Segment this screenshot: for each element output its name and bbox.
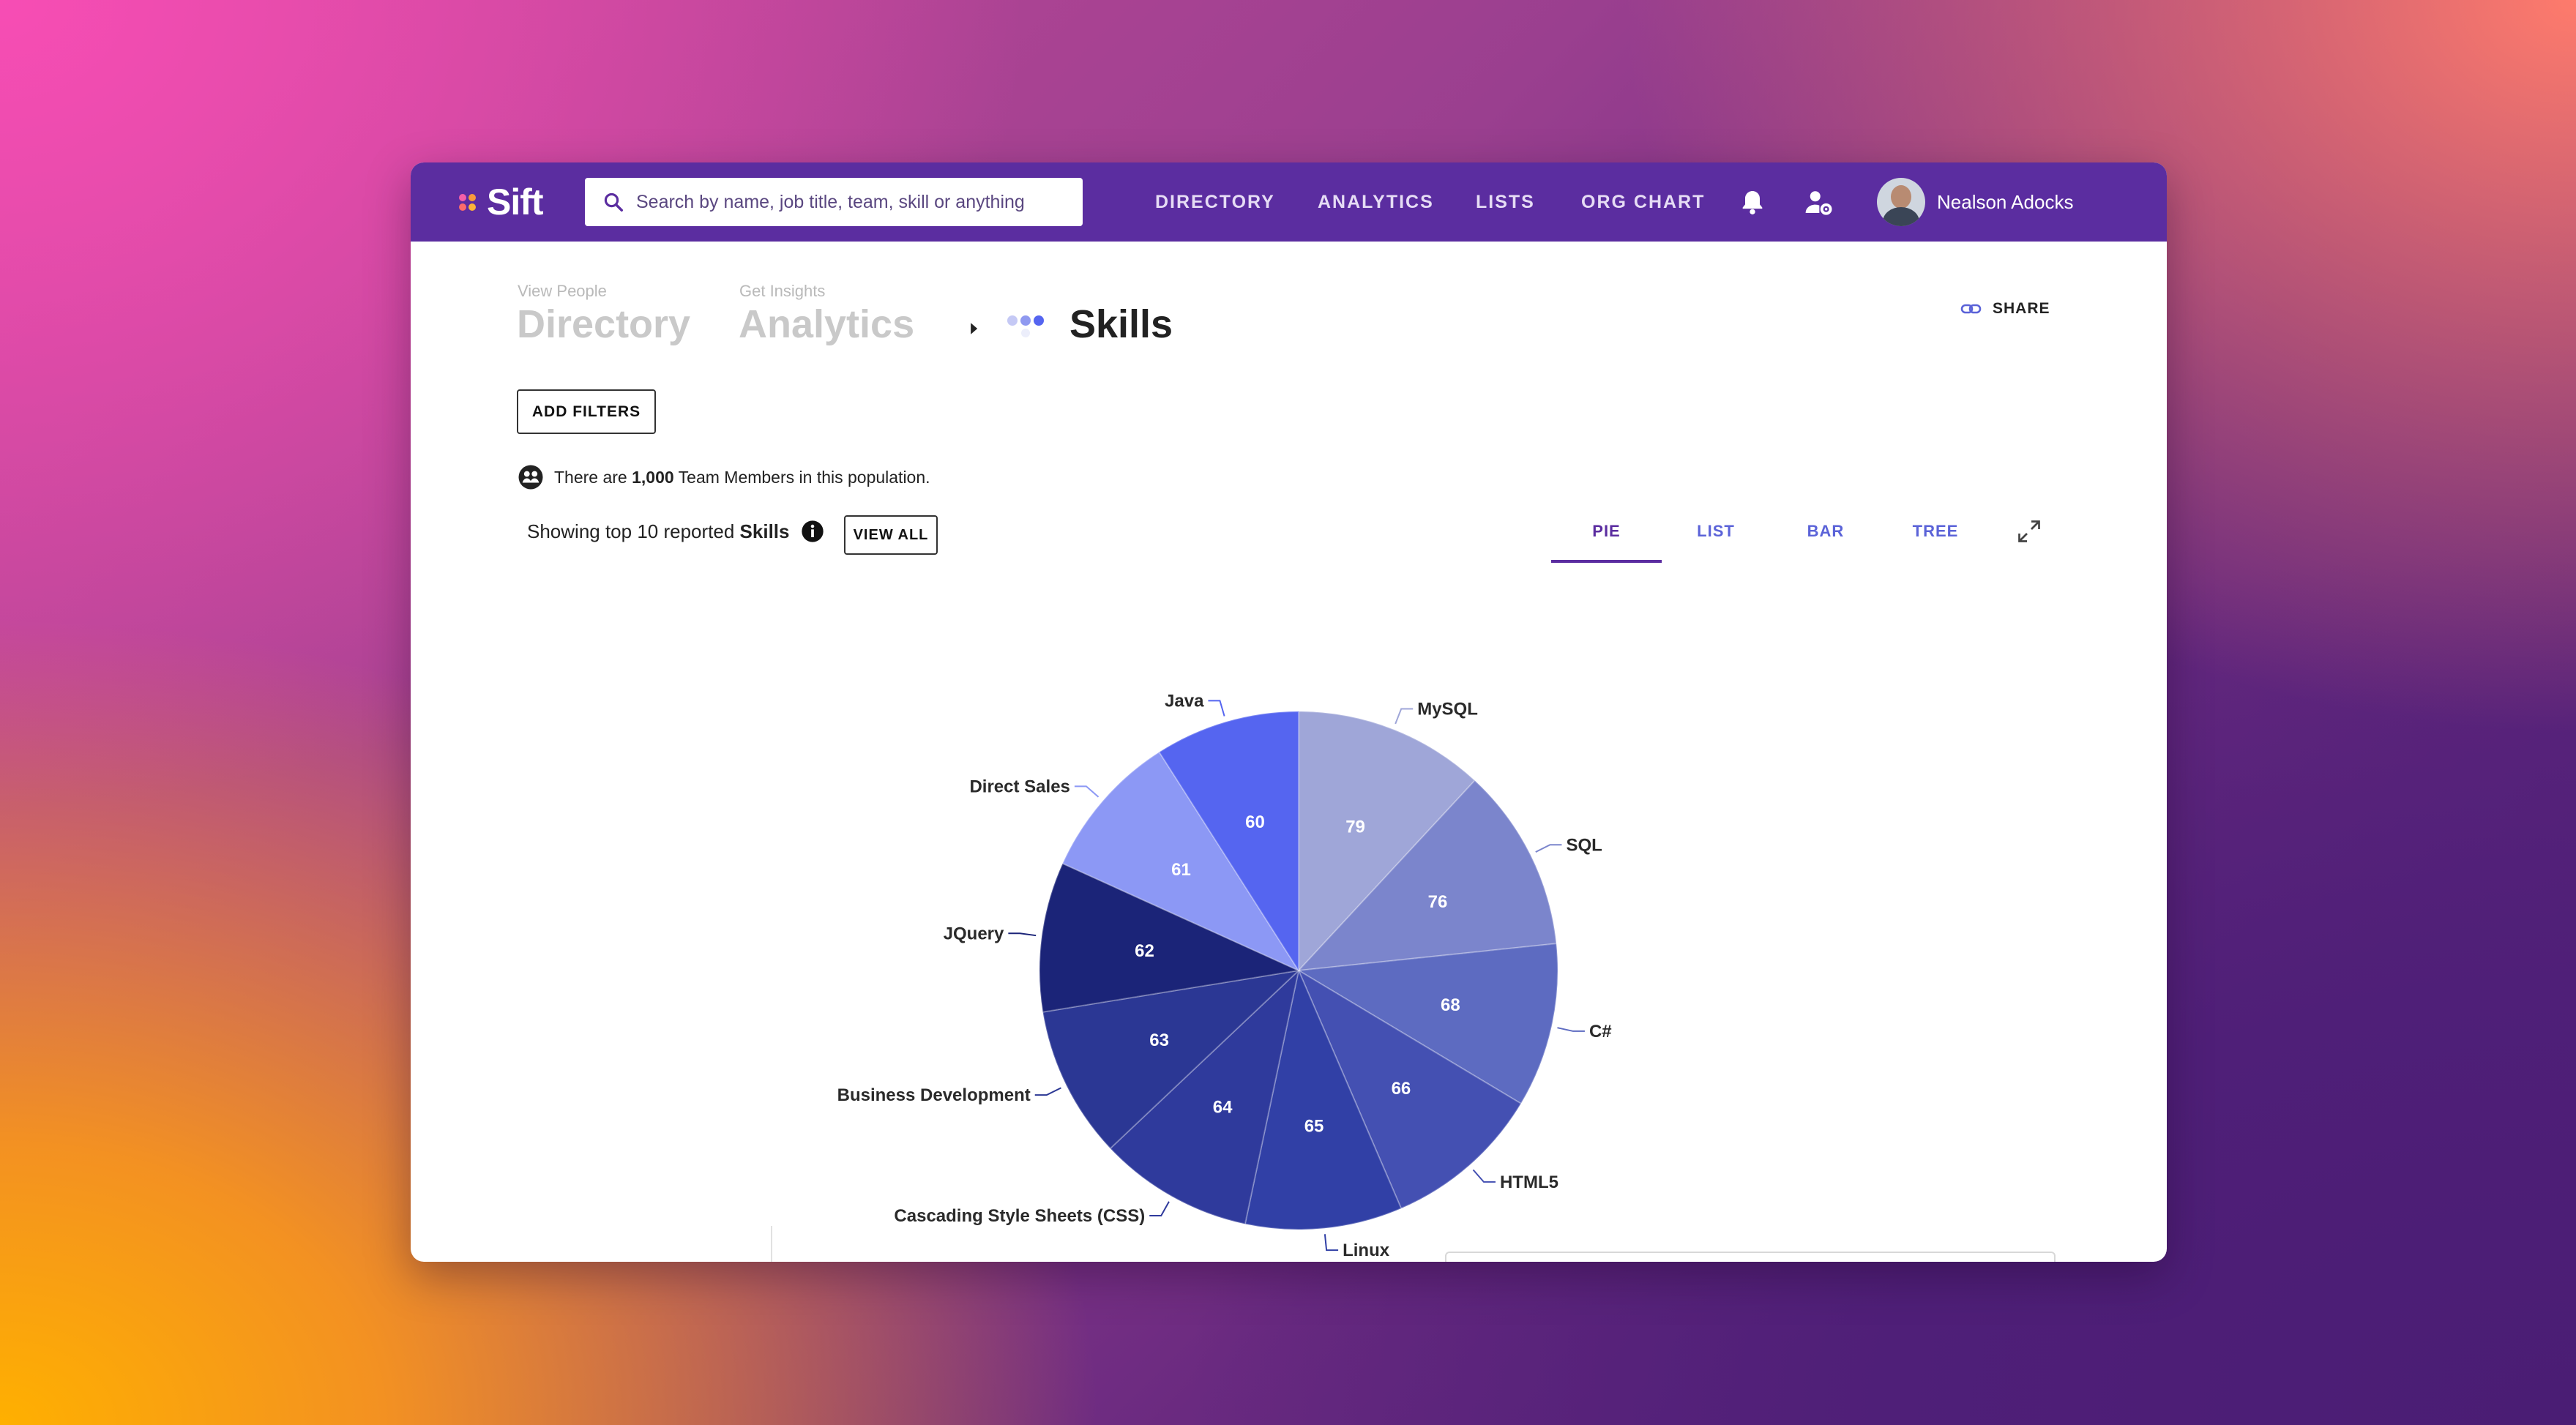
pie-category-label: Linux <box>1343 1241 1390 1260</box>
pie-category-label: MySQL <box>1417 700 1478 719</box>
pie-value-label: 79 <box>1345 817 1365 837</box>
nav-directory[interactable]: DIRECTORY <box>1155 192 1275 212</box>
pie-leader-line <box>1034 1087 1061 1096</box>
pie-category-label: JQuery <box>944 924 1004 943</box>
user-name: Nealson Adocks <box>1937 190 2074 213</box>
pie-slice[interactable] <box>1109 968 1300 1225</box>
pie-value-label: 63 <box>1149 1031 1169 1050</box>
sift-logo[interactable]: Sift <box>458 182 544 222</box>
share-label: SHARE <box>1993 300 2050 317</box>
pie-leader-line <box>1472 1169 1496 1183</box>
pie-slice[interactable] <box>1061 751 1301 973</box>
pie-value-label: 68 <box>1441 995 1460 1015</box>
population-info: There are 1,000 Team Members in this pop… <box>518 464 930 490</box>
pie-category-label: C# <box>1589 1022 1612 1041</box>
pie-leader-line <box>1395 708 1414 725</box>
nav-analytics[interactable]: ANALYTICS <box>1318 192 1434 212</box>
pie-leader-line <box>1557 1027 1585 1032</box>
pie-category-label: Cascading Style Sheets (CSS) <box>894 1206 1145 1226</box>
directory-caption: View People <box>518 282 607 300</box>
population-count: 1,000 <box>632 467 674 487</box>
info-icon[interactable] <box>801 520 824 543</box>
nav-lists[interactable]: LISTS <box>1476 192 1535 212</box>
view-all-button[interactable]: VIEW ALL <box>844 515 938 555</box>
nav-org-chart[interactable]: ORG CHART <box>1581 192 1706 212</box>
logo-text: Sift <box>487 182 544 222</box>
pie-leader-line <box>1074 785 1100 798</box>
search-box[interactable] <box>585 178 1083 226</box>
caret-right-icon <box>971 323 978 334</box>
user-menu[interactable]: Nealson Adocks <box>1877 177 2073 227</box>
pie-leader-line <box>1008 932 1037 937</box>
showing-prefix: Showing top 10 reported <box>527 520 740 542</box>
analytics-caption: Get Insights <box>739 282 826 300</box>
search-icon <box>604 192 623 212</box>
tab-tree[interactable]: TREE <box>1912 522 1959 540</box>
page-title: Skills <box>1069 302 1173 346</box>
population-prefix: There are <box>554 467 632 487</box>
share-button[interactable]: SHARE <box>1960 300 2050 318</box>
skills-dots-icon <box>1007 315 1044 337</box>
tab-bar[interactable]: BAR <box>1807 522 1845 540</box>
pie-category-label: Java <box>1165 691 1204 711</box>
pie-value-label: 64 <box>1213 1097 1233 1117</box>
search-input[interactable] <box>635 190 1069 214</box>
pie-value-label: 76 <box>1428 892 1448 912</box>
avatar <box>1877 178 1925 226</box>
pie-value-label: 61 <box>1171 860 1191 880</box>
link-icon <box>1960 304 1982 314</box>
population-suffix: Team Members in this population. <box>673 467 930 487</box>
bottom-panel-edge <box>1445 1252 2056 1262</box>
pie-value-label: 65 <box>1304 1116 1324 1136</box>
pie-slice[interactable] <box>1158 710 1299 973</box>
pie-slice[interactable] <box>1298 710 1476 973</box>
pie-category-label: Business Development <box>837 1085 1031 1105</box>
pie-value-label: 60 <box>1245 812 1265 832</box>
tab-list[interactable]: LIST <box>1697 522 1735 540</box>
pie-category-label: SQL <box>1566 835 1602 855</box>
pie-value-label: 66 <box>1392 1079 1411 1099</box>
app-window: Sift DIRECTORY ANALYTICS LISTS ORG CHART <box>411 162 2167 1262</box>
tab-pie[interactable]: PIE <box>1592 522 1621 540</box>
active-tab-indicator <box>1551 560 1662 563</box>
logo-dots-icon <box>458 189 484 215</box>
pie-slice[interactable] <box>1296 968 1523 1210</box>
skills-pie-chart: 79 MySQL 76 SQL 68 C# 66 HTML5 65 Linux 64 Cascadin… <box>837 691 1612 1260</box>
pie-slice[interactable] <box>1039 862 1302 1013</box>
pie-slice[interactable] <box>1296 779 1558 972</box>
pie-category-label: HTML5 <box>1500 1172 1558 1192</box>
expand-icon[interactable] <box>2016 518 2042 545</box>
pie-value-label: 62 <box>1135 941 1154 961</box>
team-icon <box>518 465 543 490</box>
pie-slice[interactable] <box>1244 968 1403 1230</box>
pie-leader-line <box>1535 844 1562 853</box>
pie-leader-line <box>1324 1234 1339 1252</box>
add-filters-button[interactable]: ADD FILTERS <box>517 389 656 434</box>
breadcrumb-analytics[interactable]: Analytics <box>739 302 915 346</box>
breadcrumb-directory[interactable]: Directory <box>517 302 691 346</box>
pie-leader-line <box>1149 1201 1170 1216</box>
pie-slice[interactable] <box>1042 969 1302 1150</box>
bell-icon[interactable] <box>1738 187 1767 217</box>
user-settings-icon[interactable] <box>1804 187 1834 218</box>
top-navigation-bar: Sift DIRECTORY ANALYTICS LISTS ORG CHART <box>411 162 2167 242</box>
showing-line: Showing top 10 reported Skills <box>527 520 824 543</box>
pie-category-label: Direct Sales <box>969 777 1069 796</box>
section-divider <box>771 1226 772 1262</box>
showing-subject: Skills <box>739 520 790 542</box>
pie-leader-line <box>1208 700 1225 717</box>
pie-slice[interactable] <box>1296 943 1558 1105</box>
